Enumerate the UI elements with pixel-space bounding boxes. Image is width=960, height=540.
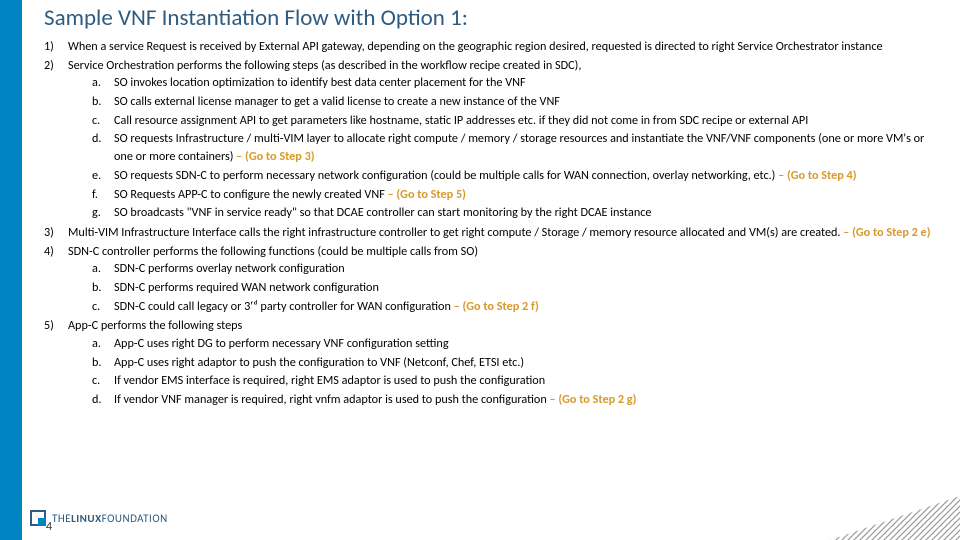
footer-logo-text: THELINUXFOUNDATION [52, 512, 168, 525]
sub-list-item: b.App-C uses right adaptor to push the c… [92, 354, 932, 372]
sub-item-text: SDN-C performs overlay network configura… [114, 260, 932, 278]
sub-item-letter: a. [92, 260, 114, 278]
sub-item-letter: b. [92, 93, 114, 111]
sub-list: a.SO invokes location optimization to id… [92, 74, 932, 222]
item-number: 2) [44, 57, 68, 223]
list-item: 5)App-C performs the following stepsa.Ap… [44, 317, 932, 409]
sub-item-text: SDN-C could call legacy or 3ʳᵈ party con… [114, 298, 932, 316]
sub-item-letter: d. [92, 130, 114, 165]
sub-item-text: App-C uses right adaptor to push the con… [114, 354, 932, 372]
list-item: 1)When a service Request is received by … [44, 38, 932, 56]
sub-item-text: SO requests Infrastructure / multi-VIM l… [114, 130, 932, 165]
slide-title: Sample VNF Instantiation Flow with Optio… [44, 4, 468, 32]
sub-item-letter: b. [92, 279, 114, 297]
sub-list-item: d.SO requests Infrastructure / multi-VIM… [92, 130, 932, 165]
numbered-list: 1)When a service Request is received by … [44, 38, 932, 410]
sub-list: a.App-C uses right DG to perform necessa… [92, 335, 932, 409]
item-body: App-C performs the following stepsa.App-… [68, 317, 932, 409]
sub-list-item: d.If vendor VNF manager is required, rig… [92, 391, 932, 409]
sub-list-item: b.SO calls external license manager to g… [92, 93, 932, 111]
sub-item-letter: g. [92, 204, 114, 222]
sub-list-item: g.SO broadcasts "VNF in service ready" s… [92, 204, 932, 222]
page-number: 4 [46, 520, 52, 534]
sub-item-letter: f. [92, 186, 114, 204]
goto-ref: – (Go to Step 2 f) [454, 299, 539, 314]
sub-item-text: Call resource assignment API to get para… [114, 112, 932, 130]
sub-item-text: SO Requests APP-C to configure the newly… [114, 186, 932, 204]
item-body: When a service Request is received by Ex… [68, 38, 932, 56]
item-number: 3) [44, 224, 68, 242]
sub-item-letter: c. [92, 372, 114, 390]
sub-list-item: b.SDN-C performs required WAN network co… [92, 279, 932, 297]
sub-item-letter: c. [92, 112, 114, 130]
sub-item-text: App-C uses right DG to perform necessary… [114, 335, 932, 353]
sub-item-text: If vendor EMS interface is required, rig… [114, 372, 932, 390]
sub-item-text: SO invokes location optimization to iden… [114, 74, 932, 92]
accent-left-bar [0, 0, 22, 540]
sub-item-text: SO broadcasts "VNF in service ready" so … [114, 204, 932, 222]
item-text: Multi-VIM Infrastructure Interface calls… [68, 224, 932, 242]
goto-ref: – (Go to Step 4) [778, 168, 856, 183]
sub-item-letter: a. [92, 335, 114, 353]
item-text: App-C performs the following steps [68, 317, 932, 335]
sub-list-item: e.SO requests SDN-C to perform necessary… [92, 167, 932, 185]
hatch-decoration [790, 496, 960, 540]
goto-ref: – (Go to Step 3) [236, 149, 314, 164]
item-text: SDN-C controller performs the following … [68, 243, 932, 261]
sub-list-item: f.SO Requests APP-C to configure the new… [92, 186, 932, 204]
sub-list-item: a.SO invokes location optimization to id… [92, 74, 932, 92]
sub-item-letter: b. [92, 354, 114, 372]
sub-list: a.SDN-C performs overlay network configu… [92, 260, 932, 315]
sub-list-item: a.App-C uses right DG to perform necessa… [92, 335, 932, 353]
sub-item-text: SO calls external license manager to get… [114, 93, 932, 111]
sub-item-text: SO requests SDN-C to perform necessary n… [114, 167, 932, 185]
sub-list-item: c.SDN-C could call legacy or 3ʳᵈ party c… [92, 298, 932, 316]
list-item: 2)Service Orchestration performs the fol… [44, 57, 932, 223]
item-number: 4) [44, 243, 68, 317]
item-number: 5) [44, 317, 68, 409]
item-text: When a service Request is received by Ex… [68, 38, 932, 56]
sub-list-item: a.SDN-C performs overlay network configu… [92, 260, 932, 278]
goto-ref: – (Go to Step 2 e) [843, 225, 930, 240]
goto-ref: – (Go to Step 2 g) [550, 392, 637, 407]
list-item: 4)SDN-C controller performs the followin… [44, 243, 932, 317]
sub-item-letter: a. [92, 74, 114, 92]
sub-item-letter: d. [92, 391, 114, 409]
item-body: Service Orchestration performs the follo… [68, 57, 932, 223]
sub-item-text: If vendor VNF manager is required, right… [114, 391, 932, 409]
sub-list-item: c.If vendor EMS interface is required, r… [92, 372, 932, 390]
list-item: 3)Multi-VIM Infrastructure Interface cal… [44, 224, 932, 242]
slide-body: 1)When a service Request is received by … [44, 38, 932, 411]
sub-list-item: c.Call resource assignment API to get pa… [92, 112, 932, 130]
item-number: 1) [44, 38, 68, 56]
item-body: SDN-C controller performs the following … [68, 243, 932, 317]
item-text: Service Orchestration performs the follo… [68, 57, 932, 75]
linux-foundation-icon [30, 510, 46, 526]
sub-item-letter: e. [92, 167, 114, 185]
goto-ref: – (Go to Step 5) [388, 187, 466, 202]
sub-item-letter: c. [92, 298, 114, 316]
item-body: Multi-VIM Infrastructure Interface calls… [68, 224, 932, 242]
sub-item-text: SDN-C performs required WAN network conf… [114, 279, 932, 297]
